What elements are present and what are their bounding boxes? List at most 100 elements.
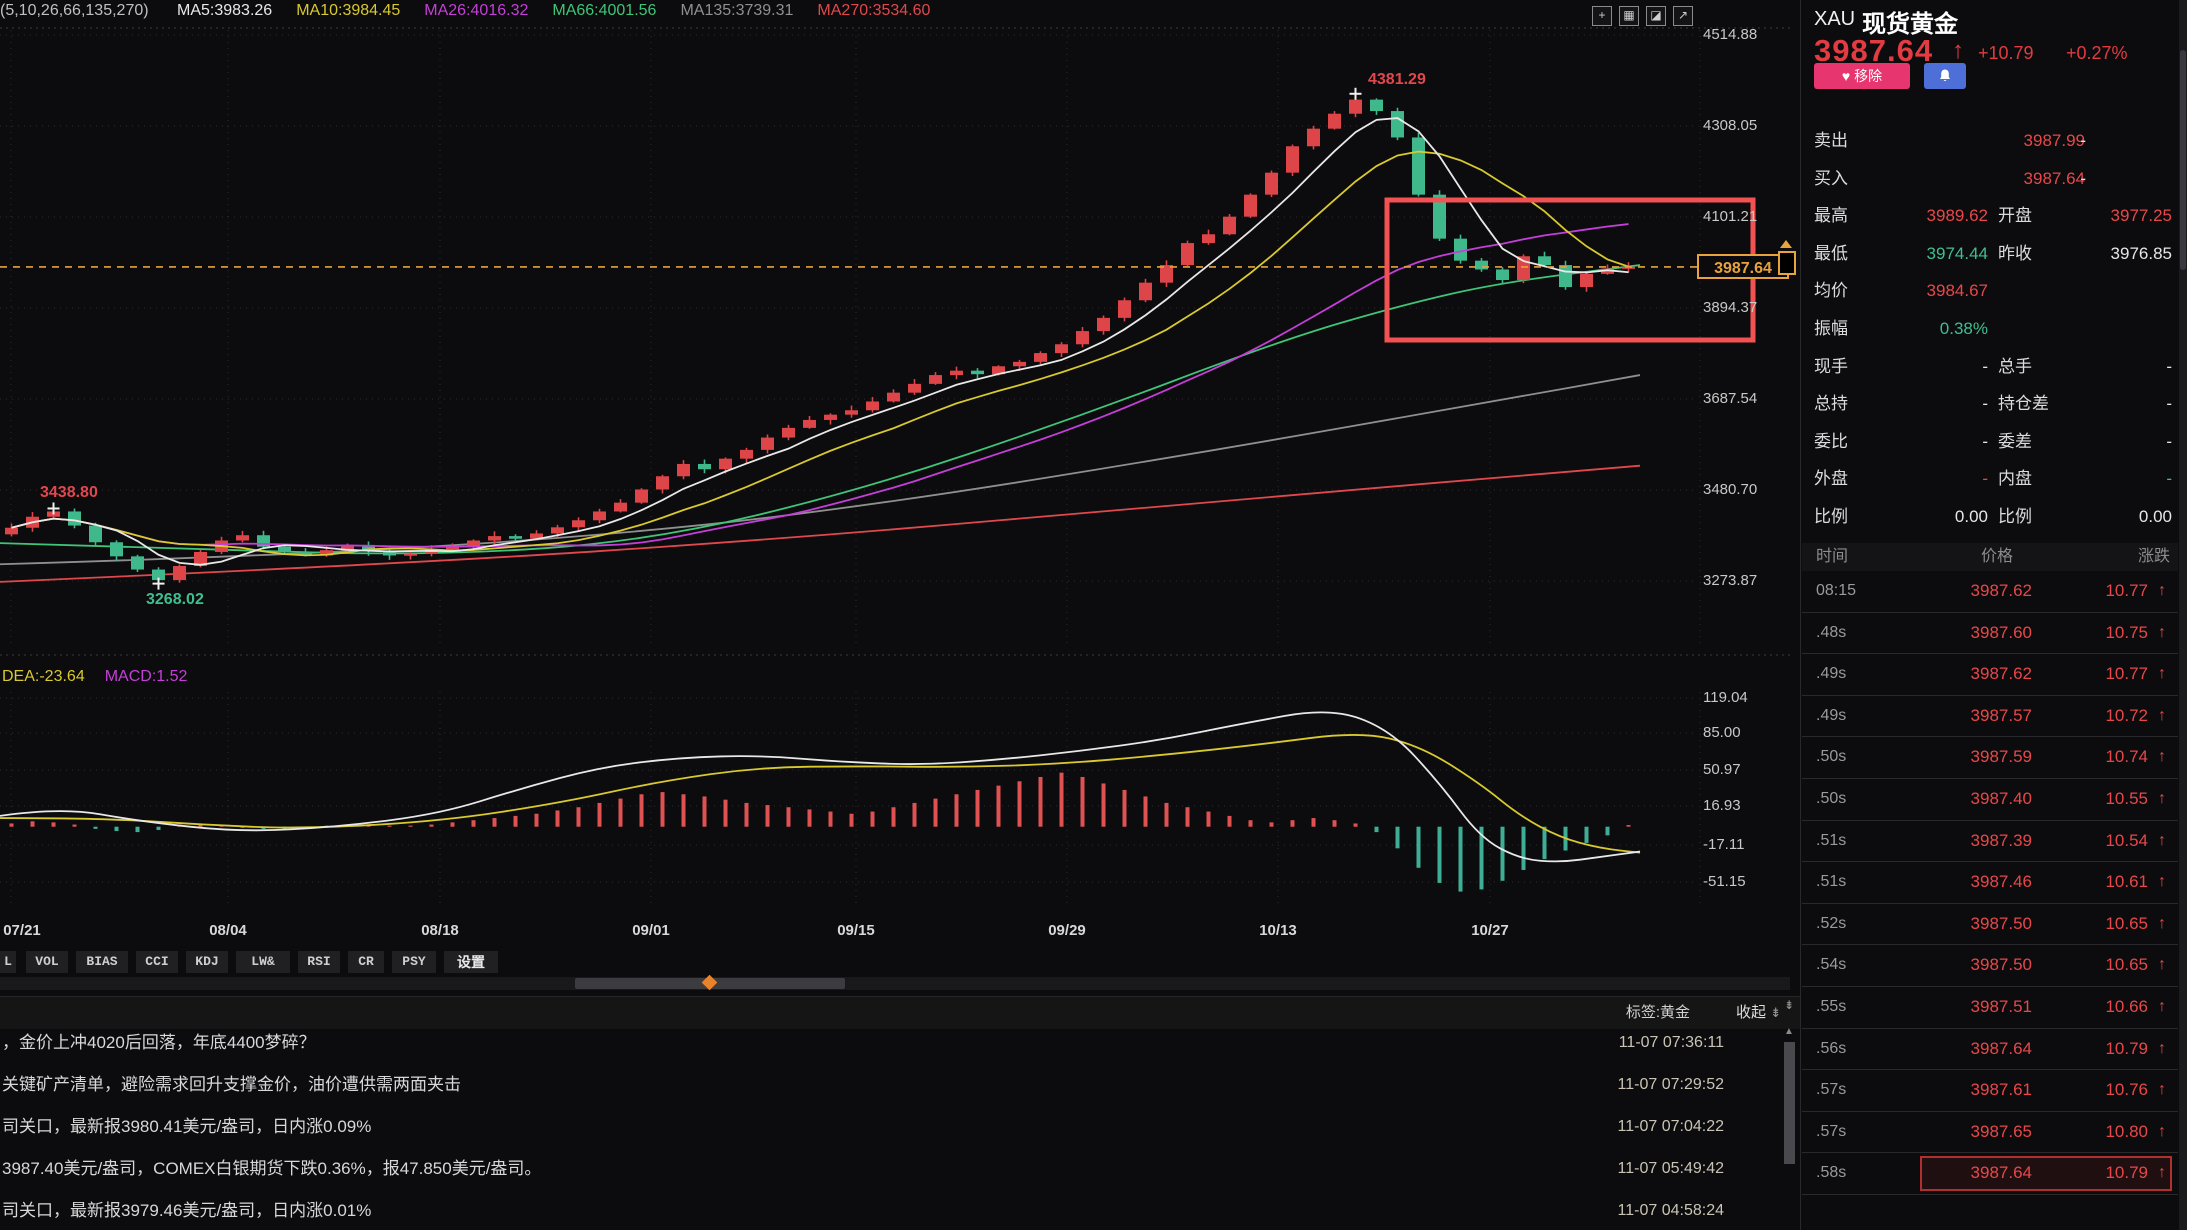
news-title: 关键矿产清单，避险需求回升支撑金价，油价遭供需两面夹击 xyxy=(2,1075,461,1094)
news-title: 3987.40美元/盎司，COMEX白银期货下跌0.36%，报47.850美元/… xyxy=(2,1159,542,1178)
collapse-button[interactable]: 收起 ⇟ xyxy=(1736,997,1781,1029)
tab-l[interactable]: L xyxy=(0,951,16,973)
tick-row[interactable]: .48s 3987.60 10.75 ↑ xyxy=(1802,613,2178,655)
macd-value-label: MACD:1.52 xyxy=(104,668,188,685)
pan-icon[interactable]: + xyxy=(1592,6,1612,26)
tick-row[interactable]: .49s 3987.62 10.77 ↑ xyxy=(1802,654,2178,696)
price-axis-label: 3894.37 xyxy=(1703,299,1758,316)
tick-time: .49s xyxy=(1816,706,1847,724)
tick-time: .55s xyxy=(1816,998,1847,1015)
tick-row[interactable]: .55s 3987.51 10.66 ↑ xyxy=(1802,987,2178,1029)
tick-price: 3987.60 xyxy=(1970,622,2032,642)
news-title: 司关口，最新报3980.41美元/盎司，日内涨0.09% xyxy=(2,1117,372,1136)
quote-value: 3987.99 xyxy=(2023,131,2085,150)
window-scrollbar-thumb[interactable] xyxy=(2180,50,2186,270)
quote-label: 委比 xyxy=(1814,431,1848,451)
remove-favorite-button[interactable]: ♥ 移除 xyxy=(1814,63,1910,89)
news-row[interactable]: 司关口，最新报3980.41美元/盎司，日内涨0.09% 11-07 07:04:… xyxy=(0,1106,1780,1148)
tick-price: 3987.50 xyxy=(1970,955,2032,975)
tick-up-arrow-icon: ↑ xyxy=(2158,1039,2166,1057)
chart-style-icon[interactable]: ◪ xyxy=(1646,6,1666,26)
scroll-bottom-icon[interactable]: ⇟ xyxy=(1784,998,1795,1012)
tick-list[interactable]: 08:15 3987.62 10.77 ↑ .48s 3987.60 10.75 ↑ .49s 3… xyxy=(1802,571,2178,1221)
tick-change: 10.77 xyxy=(2105,581,2148,600)
scroll-up-icon[interactable]: ▲ xyxy=(1784,1026,1794,1037)
news-row[interactable]: 关键矿产清单，避险需求回升支撑金价，油价遭供需两面夹击 11-07 07:29:5… xyxy=(0,1064,1780,1106)
price-up-arrow-icon: ↑ xyxy=(1952,37,1964,64)
tab-kdj[interactable]: KDJ xyxy=(186,951,228,973)
tick-price: 3987.40 xyxy=(1970,789,2032,808)
quote-value: 0.00 xyxy=(1954,507,1988,526)
tick-up-arrow-icon: ↑ xyxy=(2158,1122,2166,1140)
quote-value: - xyxy=(2166,431,2172,451)
macd-indicator-bar: DEA:-23.64 MACD:1.52 xyxy=(2,668,207,686)
news-row[interactable]: ，金价上冲4020后回落，年底4400梦碎？ 11-07 07:36:11 xyxy=(0,1022,1780,1064)
tab-cci[interactable]: CCI xyxy=(136,951,178,973)
price-alert-flag-icon[interactable] xyxy=(1778,251,1796,275)
date-axis-label: 10/27 xyxy=(1471,922,1509,939)
ma-value-label: MA10:3984.45 xyxy=(296,2,401,19)
tick-row[interactable]: .54s 3987.50 10.65 ↑ xyxy=(1802,945,2178,987)
tick-up-arrow-icon: ↑ xyxy=(2158,1081,2166,1099)
tick-row[interactable]: .51s 3987.39 10.54 ↑ xyxy=(1802,821,2178,863)
chart-horizontal-scrollbar[interactable] xyxy=(0,974,1790,991)
tick-row[interactable]: 08:15 3987.62 10.77 ↑ xyxy=(1802,571,2178,613)
quote-value: - xyxy=(1982,394,1988,414)
news-title: ，金价上冲4020后回落，年底4400梦碎？ xyxy=(2,1033,316,1052)
quote-row: 比例 0.00 比例 0.00 xyxy=(1802,502,2178,532)
tick-row[interactable]: .50s 3987.59 10.74 ↑ xyxy=(1802,737,2178,779)
tick-row[interactable]: .51s 3987.46 10.61 ↑ xyxy=(1802,862,2178,904)
tick-row[interactable]: .52s 3987.50 10.65 ↑ xyxy=(1802,904,2178,946)
quote-label: 买入 xyxy=(1814,168,1848,188)
tick-change: 10.72 xyxy=(2105,705,2148,725)
quote-row: 振幅 0.38% xyxy=(1802,314,2178,344)
tab-cr[interactable]: CR xyxy=(348,951,384,973)
tick-row[interactable]: .50s 3987.40 10.55 ↑ xyxy=(1802,779,2178,821)
tick-row[interactable]: .57s 3987.61 10.76 ↑ xyxy=(1802,1070,2178,1112)
tick-price: 3987.46 xyxy=(1970,872,2032,892)
tick-row[interactable]: .58s 3987.64 10.79 ↑ xyxy=(1802,1153,2178,1195)
news-row[interactable]: 司关口，最新报3979.46美元/盎司，日内涨0.01% 11-07 04:58:… xyxy=(0,1190,1780,1230)
quote-value: 3977.25 xyxy=(2110,206,2172,226)
tick-row[interactable]: .57s 3987.65 10.80 ↑ xyxy=(1802,1112,2178,1154)
quote-value: - xyxy=(1982,469,1988,489)
ma-value-label: MA270:3534.60 xyxy=(817,2,931,19)
ma26-line xyxy=(11,223,1629,548)
grid-icon[interactable]: ▦ xyxy=(1619,6,1639,26)
tick-price: 3987.65 xyxy=(1970,1121,2032,1141)
ma-value-label: MA5:3983.26 xyxy=(177,2,273,19)
quote-row: 卖出 3987.99- xyxy=(1802,126,2178,156)
date-axis-label: 08/04 xyxy=(209,922,247,939)
news-row[interactable]: 3987.40美元/盎司，COMEX白银期货下跌0.36%，报47.850美元/… xyxy=(0,1148,1780,1190)
chart-area[interactable]: 4381.29 3438.80 3268.02 xyxy=(0,0,1790,950)
macd-histogram xyxy=(9,772,1631,892)
price-chart-canvas: 4381.29 3438.80 3268.02 xyxy=(0,27,1790,905)
news-scrollbar-thumb[interactable] xyxy=(1784,1042,1795,1164)
tick-time: 08:15 xyxy=(1816,582,1857,599)
tab-bias[interactable]: BIAS xyxy=(76,951,128,973)
tab-lw[interactable]: LW& xyxy=(236,951,290,973)
news-scrollbar[interactable]: ⇟ ▲ xyxy=(1782,996,1798,1230)
tab-psy[interactable]: PSY xyxy=(392,951,436,973)
tick-change: 10.75 xyxy=(2105,622,2148,642)
tick-header-1: 价格 xyxy=(1980,548,2013,565)
ma270-line xyxy=(0,464,1641,583)
alert-bell-button[interactable] xyxy=(1924,63,1966,89)
export-icon[interactable]: ↗ xyxy=(1673,6,1693,26)
tick-time: .51s xyxy=(1816,831,1847,849)
tick-change: 10.79 xyxy=(2105,1038,2148,1058)
tick-row[interactable]: .49s 3987.57 10.72 ↑ xyxy=(1802,696,2178,738)
tab-[interactable]: 设置 xyxy=(444,951,498,973)
tick-time: .58s xyxy=(1816,1164,1847,1182)
tab-rsi[interactable]: RSI xyxy=(298,951,340,973)
quote-row: 现手 - 总手 - xyxy=(1802,352,2178,382)
quote-value: 3989.62 xyxy=(1926,206,1988,226)
price-axis-label: 3480.70 xyxy=(1703,481,1758,498)
news-list: ，金价上冲4020后回落，年底4400梦碎？ 11-07 07:36:11 关键矿产… xyxy=(0,1022,1780,1230)
price-alert-arrow-icon[interactable] xyxy=(1780,240,1792,248)
ma-settings: (5,10,26,66,135,270) xyxy=(0,2,149,19)
tick-row[interactable]: .56s 3987.64 10.79 ↑ xyxy=(1802,1029,2178,1071)
macd-axis-label: 50.97 xyxy=(1703,761,1741,778)
window-scrollbar[interactable] xyxy=(2179,0,2187,1230)
tab-vol[interactable]: VOL xyxy=(26,951,68,973)
